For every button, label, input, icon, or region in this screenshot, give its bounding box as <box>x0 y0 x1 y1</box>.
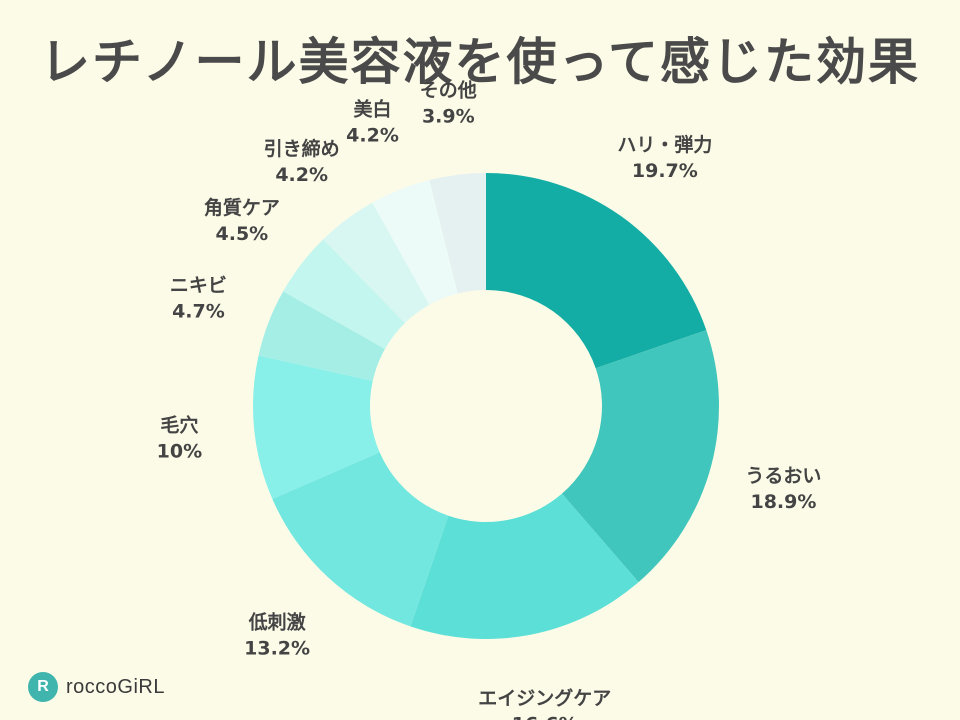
donut-slice-3 <box>410 493 639 639</box>
chart-title: レチノール美容液を使って感じた効果 <box>40 33 920 91</box>
slice-label-value: 4.5% <box>216 223 269 245</box>
donut-slice-4 <box>272 452 449 627</box>
slice-label-value: 10% <box>157 440 202 462</box>
slice-label-value: 18.9% <box>750 491 816 513</box>
slice-label-value: 4.2% <box>275 164 328 186</box>
slice-label-name: 引き締め <box>264 137 340 160</box>
brand: R roccoGiRL <box>28 672 165 702</box>
donut-slice-9 <box>372 179 458 305</box>
slice-label-name: ニキビ <box>170 275 227 297</box>
slice-label-value: 3.9% <box>422 105 475 127</box>
slice-labels: ハリ・弾力 19.7% うるおい 18.9% エイジングケア 16.6% 低刺激 13.2% 毛… <box>157 78 822 720</box>
donut-slice-10 <box>429 173 486 294</box>
slice-label-name: 美白 <box>354 98 392 121</box>
slice-label-name: 角質ケア <box>204 196 280 219</box>
brand-logo-icon: R <box>28 672 58 702</box>
slice-label-value: 4.2% <box>346 125 399 147</box>
slice-label-name: うるおい <box>745 465 821 487</box>
donut-slices <box>252 173 719 639</box>
donut-slice-6 <box>258 291 385 381</box>
slice-label-value: 13.2% <box>244 637 310 659</box>
slice-label-value: 16.6% <box>512 713 578 720</box>
slice-label-value: 19.7% <box>632 160 698 182</box>
slice-label-value: 4.7% <box>172 301 225 323</box>
donut-slice-1 <box>486 173 707 369</box>
slice-label-name: 毛穴 <box>160 413 198 436</box>
slice-label-name: エイジングケア <box>478 686 611 709</box>
slice-label-name: その他 <box>420 78 477 101</box>
donut-slice-2 <box>561 330 719 583</box>
donut-slice-8 <box>323 202 430 324</box>
donut-slice-5 <box>252 355 380 499</box>
slice-label-name: 低刺激 <box>248 610 306 633</box>
brand-name: roccoGiRL <box>66 675 165 698</box>
donut-slice-7 <box>283 239 405 349</box>
slice-label-name: ハリ・弾力 <box>617 133 712 156</box>
